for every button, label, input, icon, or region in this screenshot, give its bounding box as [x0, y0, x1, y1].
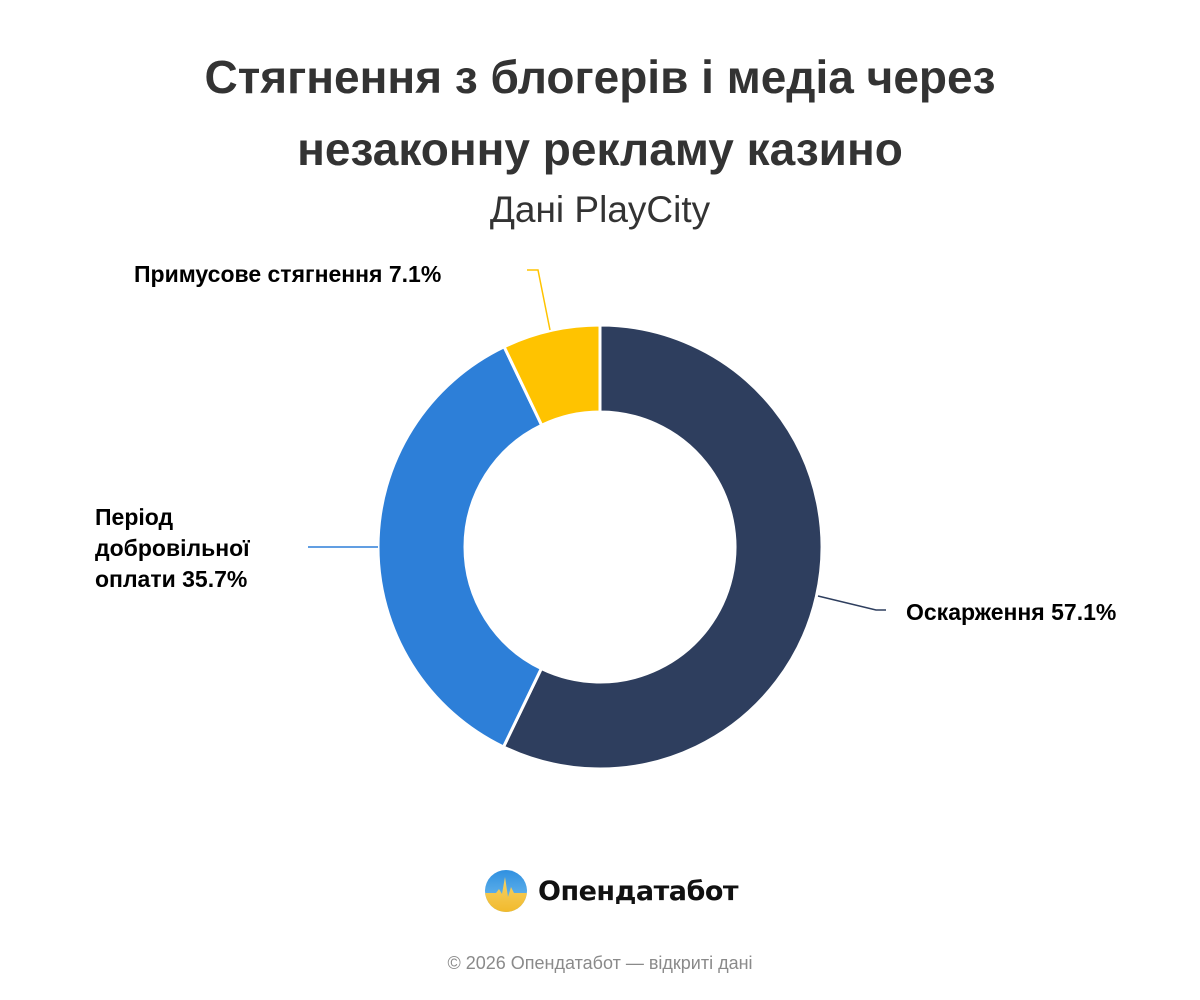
- leader-line-yellow: [527, 269, 551, 331]
- slice-label-appeal: Оскарження 57.1%: [906, 599, 1117, 625]
- slice-appeal: [501, 323, 824, 771]
- opendatabot-logo-icon: [485, 870, 527, 912]
- slice-voluntary-payment: [376, 345, 544, 749]
- donut-slices: [376, 323, 824, 771]
- slice-label-voluntary-payment: Період добровільної оплати 35.7%: [95, 504, 250, 592]
- leader-line-navy: [817, 595, 886, 611]
- brand-logo: Опендатабот: [484, 869, 739, 913]
- chart-subtitle: Дані PlayCity: [489, 189, 711, 230]
- slice-forced-collection: [502, 323, 602, 427]
- brand-name: Опендатабот: [538, 875, 739, 907]
- chart-title-line-2: незаконну рекламу казино: [297, 123, 903, 175]
- slice-label-forced-collection: Примусове стягнення 7.1%: [134, 261, 442, 287]
- footer-copyright: © 2026 Опендатабот — відкриті дані: [447, 953, 753, 973]
- chart-title-line-1: Стягнення з блогерів і медіа через: [204, 51, 996, 103]
